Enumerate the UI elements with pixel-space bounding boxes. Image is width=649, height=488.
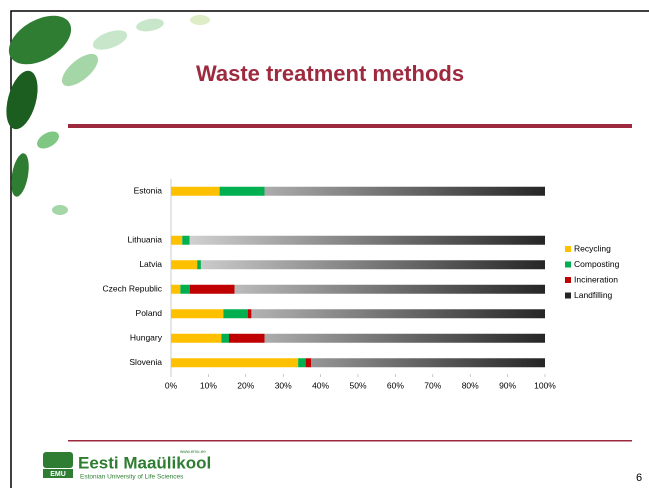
bar-segment	[265, 187, 546, 196]
x-tick-label: 80%	[462, 380, 479, 390]
bar-segment	[171, 236, 182, 245]
legend-label: Landfilling	[574, 290, 613, 300]
page-number: 6	[636, 472, 642, 484]
bar-segment	[298, 358, 305, 367]
bar-segment	[223, 309, 247, 318]
bar-segment	[220, 187, 265, 196]
title-rule	[68, 124, 632, 128]
bar-segment	[311, 358, 545, 367]
category-label: Hungary	[130, 333, 163, 343]
slide-title: Waste treatment methods	[196, 61, 464, 86]
x-tick-label: 90%	[499, 380, 516, 390]
bar-segment	[229, 334, 265, 343]
slide: Waste treatment methods 0% 10% 20% 30% 40% 50…	[0, 0, 649, 488]
category-label: Czech Republic	[102, 284, 162, 294]
logo-url: www.emu.ee	[180, 449, 206, 454]
legend-swatch	[565, 277, 571, 283]
x-tick-label: 30%	[275, 380, 292, 390]
legend-label: Composting	[574, 259, 620, 269]
bar-segment	[265, 334, 546, 343]
x-tick-label: 60%	[387, 380, 404, 390]
bar-segment	[171, 285, 180, 294]
x-tick-label: 50%	[349, 380, 366, 390]
bar-segment	[235, 285, 545, 294]
logo-mark	[43, 452, 73, 468]
category-label: Estonia	[134, 186, 163, 196]
bar-segment	[306, 358, 312, 367]
bar-segment	[180, 285, 189, 294]
x-tick-label: 0%	[165, 380, 178, 390]
category-label: Poland	[136, 308, 163, 318]
bar-segment	[171, 358, 298, 367]
bar-segment	[221, 334, 228, 343]
legend-swatch	[565, 262, 571, 268]
category-label: Latvia	[139, 259, 162, 269]
bar-segment	[190, 236, 545, 245]
legend-label: Incineration	[574, 274, 618, 284]
bar-segment	[201, 260, 545, 269]
bar-segment	[248, 309, 252, 318]
legend-swatch	[565, 246, 571, 252]
bar-segment	[190, 285, 235, 294]
x-tick-label: 100%	[534, 380, 556, 390]
bar-segment	[197, 260, 201, 269]
x-tick-label: 10%	[200, 380, 217, 390]
logo-badge: EMU	[50, 471, 66, 478]
x-tick-label: 20%	[237, 380, 254, 390]
bar-segment	[171, 309, 223, 318]
category-label: Lithuania	[127, 235, 162, 245]
bar-segment	[171, 187, 220, 196]
footer-rule	[68, 440, 632, 442]
category-label: Slovenia	[129, 357, 162, 367]
legend-label: Recycling	[574, 243, 611, 253]
bar-segment	[182, 236, 189, 245]
logo-subtitle: Estonian University of Life Sciences	[80, 474, 184, 481]
legend-swatch	[565, 293, 571, 299]
logo-name: Eesti Maaülikool	[78, 453, 211, 472]
x-tick-label: 40%	[312, 380, 329, 390]
bar-segment	[171, 260, 197, 269]
bar-segment	[251, 309, 545, 318]
x-tick-label: 70%	[424, 380, 441, 390]
bar-segment	[171, 334, 221, 343]
